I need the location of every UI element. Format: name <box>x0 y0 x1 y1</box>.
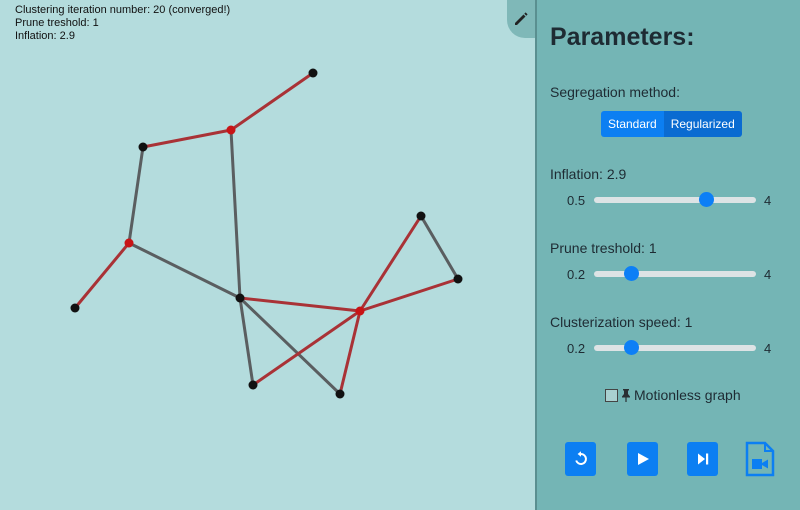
graph-node-center[interactable] <box>226 125 236 135</box>
inflation-max: 4 <box>764 192 772 208</box>
parameters-panel: Parameters: Segregation method: Standard… <box>535 0 800 510</box>
edit-graph-button[interactable] <box>507 0 535 38</box>
segregation-standard-button[interactable]: Standard <box>601 111 664 137</box>
prune-label: Prune treshold: 1 <box>550 240 657 256</box>
graph-edge <box>238 296 342 396</box>
play-button[interactable] <box>627 442 658 476</box>
graph-node[interactable] <box>308 68 318 78</box>
graph-node[interactable] <box>416 211 426 221</box>
iteration-status: Clustering iteration number: 20 (converg… <box>15 4 231 16</box>
graph-node-center[interactable] <box>355 306 365 316</box>
graph-edge <box>419 214 460 281</box>
prune-status: Prune treshold: 1 <box>15 17 99 29</box>
inflation-min: 0.5 <box>567 192 586 208</box>
motionless-toggle[interactable]: Motionless graph <box>605 387 741 403</box>
graph-node[interactable] <box>453 274 463 284</box>
speed-label: Clusterization speed: 1 <box>550 314 693 330</box>
motionless-label: Motionless graph <box>634 387 741 403</box>
graph-svg[interactable] <box>0 0 535 510</box>
inflation-status: Inflation: 2.9 <box>15 30 75 42</box>
prune-slider[interactable] <box>594 266 756 281</box>
graph-edge <box>73 241 131 310</box>
prune-max: 4 <box>764 266 772 282</box>
graph-node[interactable] <box>235 293 245 303</box>
segregation-method-group: Standard Regularized <box>601 111 742 137</box>
graph-node[interactable] <box>335 389 345 399</box>
graph-edge <box>141 128 233 149</box>
step-button[interactable] <box>687 442 718 476</box>
graph-edge <box>238 296 362 313</box>
graph-edge <box>229 128 242 300</box>
speed-max: 4 <box>764 340 772 356</box>
inflation-slider[interactable] <box>594 192 756 207</box>
step-icon <box>697 453 708 465</box>
motionless-checkbox[interactable] <box>605 388 618 402</box>
graph-canvas[interactable]: Clustering iteration number: 20 (converg… <box>0 0 535 510</box>
graph-edge <box>238 296 255 387</box>
prune-min: 0.2 <box>567 266 586 282</box>
segregation-regularized-button[interactable]: Regularized <box>663 111 742 137</box>
inflation-label: Inflation: 2.9 <box>550 166 627 182</box>
graph-edge <box>358 214 423 313</box>
graph-node-center[interactable] <box>124 238 134 248</box>
panel-title: Parameters: <box>550 23 695 51</box>
speed-min: 0.2 <box>567 340 586 356</box>
record-video-icon[interactable] <box>745 441 775 477</box>
prune-slider-thumb[interactable] <box>624 266 640 281</box>
reset-icon <box>574 451 587 465</box>
speed-slider[interactable] <box>594 340 756 355</box>
graph-edge <box>251 309 362 387</box>
pencil-icon <box>515 12 528 25</box>
speed-slider-row: 0.2 4 <box>567 338 777 358</box>
graph-edge <box>127 241 242 300</box>
graph-edge <box>127 145 145 245</box>
inflation-slider-thumb[interactable] <box>698 192 714 207</box>
reset-button[interactable] <box>565 442 596 476</box>
speed-slider-thumb[interactable] <box>624 340 640 355</box>
prune-slider-row: 0.2 4 <box>567 264 777 284</box>
play-icon <box>637 453 649 465</box>
graph-node[interactable] <box>70 303 80 313</box>
graph-node[interactable] <box>138 142 148 152</box>
segregation-label: Segregation method: <box>550 84 680 100</box>
graph-edge <box>229 71 315 132</box>
pin-icon <box>622 388 630 402</box>
graph-node[interactable] <box>248 380 258 390</box>
status-info: Clustering iteration number: 20 (converg… <box>15 4 230 43</box>
graph-edge <box>358 277 460 313</box>
inflation-slider-row: 0.5 4 <box>567 190 777 210</box>
graph-edge <box>338 309 362 396</box>
